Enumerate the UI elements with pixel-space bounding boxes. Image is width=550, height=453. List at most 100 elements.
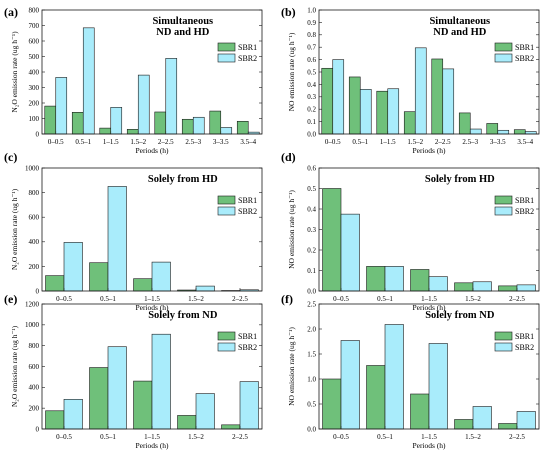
y-tick-label: 200 [29, 405, 40, 413]
bar-sbr2-1 [384, 266, 404, 292]
bar-sbr2-2 [151, 333, 171, 430]
x-tick-label: 1.5–2 [465, 433, 481, 441]
panel-letter: (a) [4, 5, 18, 19]
y-tick-label: 0.8 [307, 31, 316, 39]
x-tick-label: 1.5–2 [130, 138, 146, 146]
y-tick-label: 800 [29, 189, 40, 197]
y-tick-label: 0.2 [307, 106, 316, 114]
bar-sbr2-1 [107, 346, 127, 430]
chart-title: Solely from ND [425, 310, 495, 321]
bar-sbr1-1 [89, 367, 109, 430]
bar-sbr1-4 [221, 424, 241, 430]
legend-swatch-sbr2 [494, 206, 513, 216]
bar-sbr1-4 [154, 111, 167, 135]
panel-letter: (b) [281, 5, 296, 19]
bar-sbr1-2 [99, 127, 112, 135]
y-tick-label: 0.0 [307, 130, 316, 138]
y-tick-label: 0.4 [307, 205, 316, 213]
bar-sbr1-2 [410, 269, 430, 292]
bar-sbr2-0 [63, 242, 83, 292]
x-tick-label: 1–1.5 [380, 138, 396, 146]
bar-sbr2-1 [107, 186, 127, 292]
x-tick-label: 1–1.5 [421, 295, 437, 303]
x-tick-label: 1.5–2 [407, 138, 423, 146]
bar-sbr1-7 [236, 120, 249, 135]
y-tick-label: 1.5 [307, 350, 316, 358]
y-tick-label: 200 [29, 263, 40, 271]
y-tick-label: 700 [29, 22, 40, 30]
legend-label: SBR1 [515, 196, 534, 205]
legend-label: SBR1 [238, 196, 257, 205]
bar-sbr1-5 [181, 118, 194, 135]
x-tick-label: 0.5–1 [377, 295, 393, 303]
y-tick-label: 600 [29, 37, 40, 45]
bar-sbr1-6 [209, 110, 222, 135]
bar-sbr1-4 [498, 423, 518, 430]
y-tick-label: 1200 [25, 300, 40, 308]
legend-label: SBR2 [515, 54, 534, 63]
legend-swatch-sbr2 [217, 342, 236, 352]
y-axis-label: NO emission rate (ug h⁻¹) [287, 32, 296, 111]
legend-label: SBR1 [238, 332, 257, 341]
x-axis-label: Periods (h) [412, 146, 446, 155]
bar-sbr1-0 [321, 67, 334, 135]
y-tick-label: 0.5 [307, 185, 316, 193]
bar-sbr1-1 [366, 365, 386, 430]
legend-swatch-sbr1 [217, 42, 236, 52]
x-tick-label: 0–0.5 [333, 295, 349, 303]
bar-sbr1-3 [126, 129, 139, 135]
bar-sbr2-5 [469, 128, 482, 135]
panel-letter: (f) [281, 292, 293, 306]
y-tick-label: 1000 [25, 164, 40, 172]
x-axis-label: Periods (h) [135, 146, 169, 155]
x-tick-label: 2.5–3 [185, 138, 201, 146]
bar-sbr1-1 [348, 76, 361, 135]
y-tick-label: 0.0 [307, 287, 316, 295]
legend-label: SBR1 [238, 43, 257, 52]
legend-swatch-sbr2 [494, 53, 513, 63]
y-axis-label: NO emission rate (ug h⁻¹) [287, 327, 296, 406]
legend-swatch-sbr1 [217, 331, 236, 341]
bar-sbr2-4 [239, 381, 259, 430]
x-tick-label: 2–2.5 [435, 138, 451, 146]
x-tick-label: 0–0.5 [333, 433, 349, 441]
x-tick-label: 2–2.5 [509, 433, 525, 441]
y-tick-label: 0 [36, 425, 40, 433]
y-tick-label: 400 [29, 384, 40, 392]
y-tick-label: 200 [29, 99, 40, 107]
bar-sbr1-3 [454, 419, 474, 430]
bar-sbr1-4 [431, 58, 444, 135]
bar-sbr2-2 [428, 343, 448, 430]
bar-sbr2-4 [442, 68, 455, 135]
bar-sbr2-3 [195, 285, 215, 292]
bar-sbr2-2 [387, 88, 400, 135]
x-tick-label: 1–1.5 [144, 433, 160, 441]
bar-sbr1-1 [366, 266, 386, 292]
x-tick-label: 0–0.5 [48, 138, 64, 146]
y-axis-label: N₂O emission rate (ug h⁻¹) [10, 31, 19, 113]
chart-title: Solely from HD [425, 174, 495, 185]
legend-label: SBR1 [515, 43, 534, 52]
x-tick-label: 0–0.5 [56, 433, 72, 441]
x-tick-label: 0.5–1 [377, 433, 393, 441]
x-tick-label: 0.5–1 [100, 295, 116, 303]
bar-sbr2-3 [137, 74, 150, 135]
y-tick-label: 0 [36, 130, 40, 138]
y-tick-label: 400 [29, 238, 40, 246]
y-tick-label: 100 [29, 115, 40, 123]
x-tick-label: 3–3.5 [490, 138, 506, 146]
bar-sbr1-2 [410, 393, 430, 430]
bar-sbr2-3 [414, 47, 427, 135]
bar-sbr1-6 [486, 123, 499, 135]
y-axis-label: N₂O emission rate (ug h⁻¹) [10, 188, 19, 270]
bar-sbr2-2 [428, 276, 448, 292]
chart-title: ND and HD [433, 27, 487, 38]
y-tick-label: 0.1 [307, 267, 316, 275]
y-tick-label: 800 [29, 342, 40, 350]
panel-d: (d) 0.0 0.1 0.2 0.3 0.4 0.5 0.6 0–0.5 0.5–1 1–1.5 1… [281, 150, 540, 312]
x-tick-label: 3.5–4 [240, 138, 256, 146]
bar-sbr1-3 [177, 415, 197, 430]
legend-label: SBR2 [515, 343, 534, 352]
x-tick-label: 0.5–1 [100, 433, 116, 441]
bar-sbr1-4 [498, 285, 518, 292]
